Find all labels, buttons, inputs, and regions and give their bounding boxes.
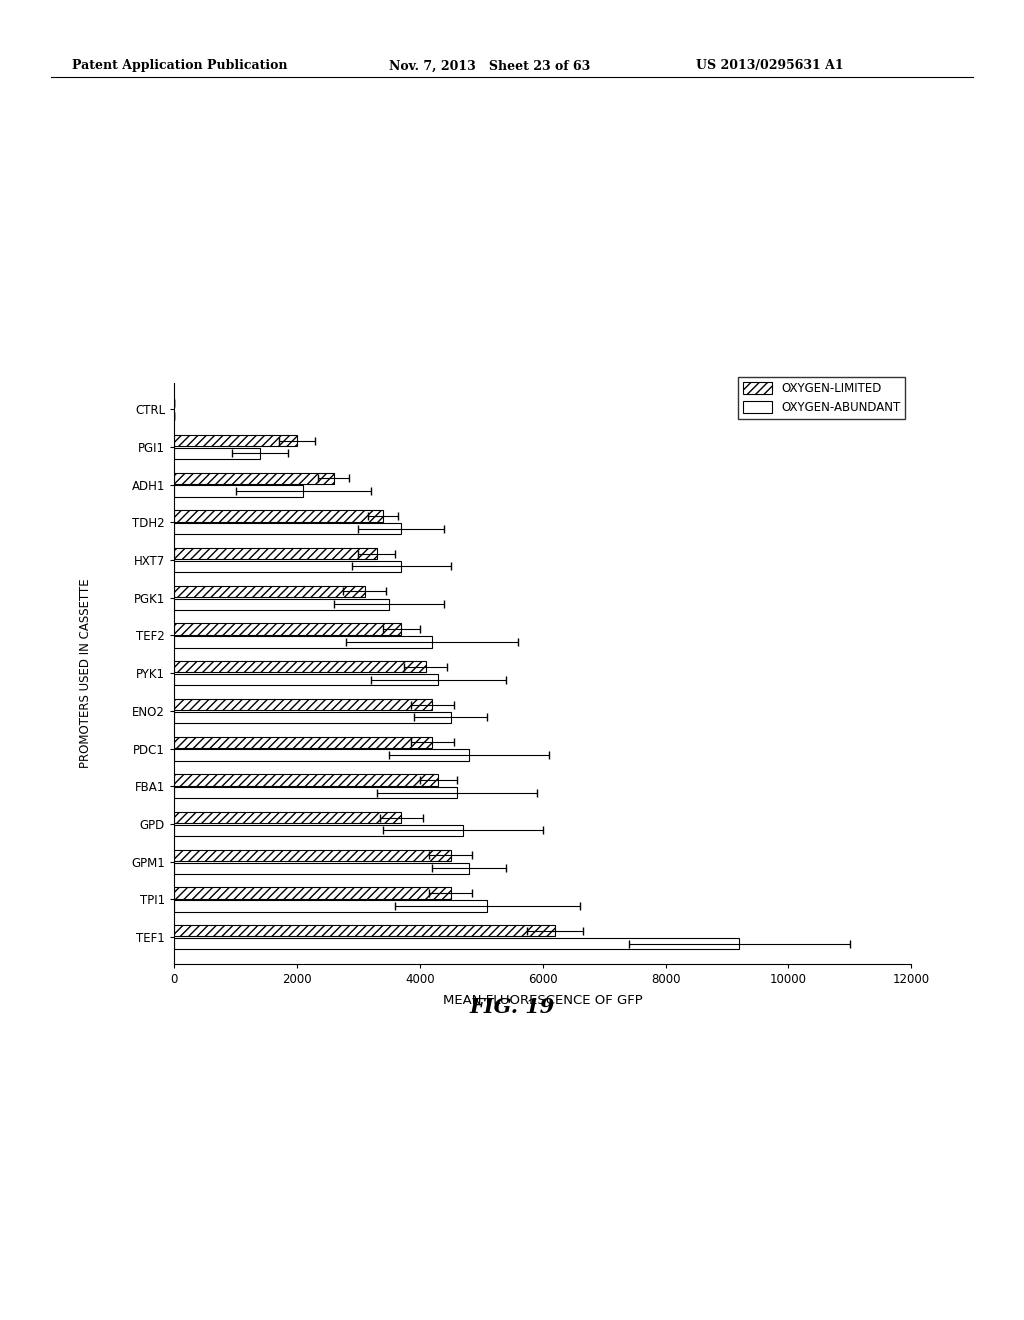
Bar <box>174 598 389 610</box>
Bar <box>174 586 365 597</box>
Bar <box>174 447 260 459</box>
Bar <box>174 925 555 936</box>
Bar <box>174 787 457 799</box>
Bar <box>174 698 432 710</box>
Y-axis label: PROMOTERS USED IN CASSETTE: PROMOTERS USED IN CASSETTE <box>80 578 92 768</box>
Bar <box>174 850 451 861</box>
Bar <box>174 636 432 648</box>
Bar <box>174 812 401 824</box>
Bar <box>174 711 451 723</box>
Bar <box>174 900 487 912</box>
Bar <box>174 750 469 760</box>
Bar <box>174 523 401 535</box>
Bar <box>174 737 432 748</box>
Text: US 2013/0295631 A1: US 2013/0295631 A1 <box>696 59 844 73</box>
Bar <box>174 434 297 446</box>
Bar <box>174 548 377 560</box>
Bar <box>174 561 401 572</box>
Legend: OXYGEN-LIMITED, OXYGEN-ABUNDANT: OXYGEN-LIMITED, OXYGEN-ABUNDANT <box>738 378 905 418</box>
Bar <box>174 486 303 496</box>
Bar <box>174 887 451 899</box>
Bar <box>174 511 383 521</box>
Bar <box>174 939 739 949</box>
Bar <box>174 675 438 685</box>
Bar <box>174 661 426 672</box>
X-axis label: MEAN FLUORESCENCE OF GFP: MEAN FLUORESCENCE OF GFP <box>442 994 643 1007</box>
Bar <box>174 825 463 836</box>
Bar <box>174 623 401 635</box>
Text: Nov. 7, 2013   Sheet 23 of 63: Nov. 7, 2013 Sheet 23 of 63 <box>389 59 591 73</box>
Bar <box>174 862 469 874</box>
Text: Patent Application Publication: Patent Application Publication <box>72 59 287 73</box>
Text: FIG. 19: FIG. 19 <box>469 997 555 1016</box>
Bar <box>174 473 334 484</box>
Bar <box>174 775 438 785</box>
